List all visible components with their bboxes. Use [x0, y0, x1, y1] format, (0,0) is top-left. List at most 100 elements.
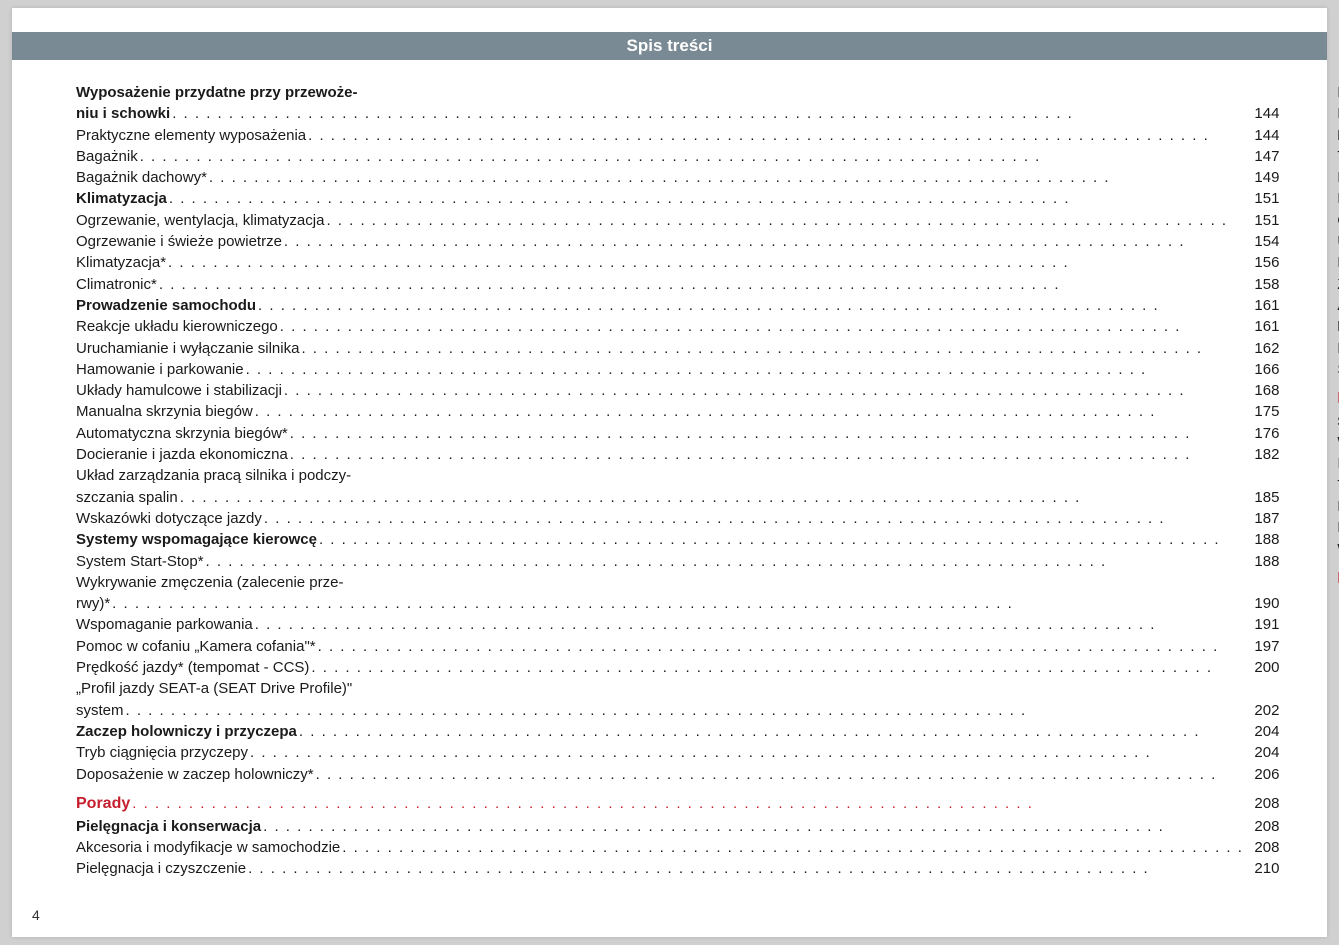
document-page: Spis treści Wyposażenie przydatne przy p…: [12, 8, 1327, 937]
toc-dots: [314, 764, 1246, 785]
toc-entry-label: Akcesoria i modyfikacje w samochodzie: [76, 837, 340, 858]
toc-entry: „Profil jazdy SEAT-a (SEAT Drive Profile…: [76, 678, 1279, 699]
toc-dots: [157, 274, 1246, 295]
toc-entry: Uruchamianie i wyłączanie silnika162: [76, 338, 1279, 359]
toc-dots: [124, 700, 1246, 721]
toc-entry-label: Systemy wspomagające kierowcę: [76, 529, 317, 550]
toc-entry: Reakcje układu kierowniczego 161: [76, 316, 1279, 337]
toc-entry-label: Porady: [76, 793, 130, 816]
toc-entry: niu i schowki 144: [76, 103, 1279, 124]
toc-entry-page: 161: [1245, 295, 1279, 316]
toc-entry-label: Klimatyzacja*: [76, 252, 166, 273]
toc-entry-page: 151: [1245, 210, 1279, 231]
toc-entry-label: Wyposażenie przydatne przy przewoże-: [76, 82, 357, 103]
toc-entry-page: 204: [1245, 742, 1279, 763]
toc-entry-page: 190: [1245, 593, 1279, 614]
toc-entry: Ogrzewanie, wentylacja, klimatyzacja 151: [76, 210, 1279, 231]
toc-dots: [299, 338, 1245, 359]
toc-entry: Bagażnik dachowy*149: [76, 167, 1279, 188]
toc-dots: [244, 359, 1246, 380]
toc-spacer: [76, 785, 1279, 793]
toc-dots: [309, 657, 1245, 678]
toc-entry-label: Hamowanie i parkowanie: [76, 359, 244, 380]
toc-entry-label: Wykrywanie zmęczenia (zalecenie prze-: [76, 572, 343, 593]
toc-entry-page: 202: [1245, 700, 1279, 721]
toc-entry-page: 188: [1245, 551, 1279, 572]
toc-entry-page: 161: [1245, 316, 1279, 337]
toc-entry-label: Klimatyzacja: [76, 188, 167, 209]
toc-entry-label: Automatyczna skrzynia biegów*: [76, 423, 288, 444]
toc-entry-label: rwy)*: [76, 593, 110, 614]
toc-entry: Układy hamulcowe i stabilizacji168: [76, 380, 1279, 401]
toc-entry: Porady 208: [76, 793, 1279, 816]
toc-entry: Prowadzenie samochodu 161: [76, 295, 1279, 316]
page-header: Spis treści: [12, 32, 1327, 60]
toc-entry-label: Pielęgnacja i czyszczenie: [76, 858, 246, 879]
toc-entry-page: 191: [1245, 614, 1279, 635]
toc-dots: [278, 316, 1246, 337]
toc-dots: [261, 816, 1245, 837]
toc-entry-page: 162: [1245, 338, 1279, 359]
toc-entry: Docieranie i jazda ekonomiczna182: [76, 444, 1279, 465]
toc-entry-page: 168: [1245, 380, 1279, 401]
toc-entry-page: 175: [1245, 401, 1279, 422]
toc-dots: [316, 636, 1246, 657]
toc-entry: Pomoc w cofaniu „Kamera cofania"* 197: [76, 636, 1279, 657]
toc-entry: Pielęgnacja i czyszczenie 210: [76, 858, 1279, 879]
toc-entry-label: Climatronic*: [76, 274, 157, 295]
toc-entry-page: 154: [1245, 231, 1279, 252]
toc-dots: [256, 295, 1245, 316]
toc-entry-label: Ogrzewanie, wentylacja, klimatyzacja: [76, 210, 324, 231]
toc-entry-label: Docieranie i jazda ekonomiczna: [76, 444, 288, 465]
toc-entry: Wspomaganie parkowania 191: [76, 614, 1279, 635]
toc-dots: [167, 188, 1246, 209]
toc-entry: Akcesoria i modyfikacje w samochodzie 208: [76, 837, 1279, 858]
toc-dots: [262, 508, 1246, 529]
toc-entry-page: 208: [1245, 837, 1279, 858]
toc-column-left: Wyposażenie przydatne przy przewoże-niu …: [76, 82, 1279, 917]
toc-entry-label: Bagażnik dachowy*: [76, 167, 207, 188]
toc-entry-page: 166: [1245, 359, 1279, 380]
toc-entry: Klimatyzacja*156: [76, 252, 1279, 273]
toc-entry-page: 158: [1245, 274, 1279, 295]
toc-dots: [166, 252, 1245, 273]
toc-entry-page: 151: [1245, 188, 1279, 209]
toc-dots: [204, 551, 1246, 572]
toc-dots: [178, 487, 1246, 508]
toc-entry: Wyposażenie przydatne przy przewoże-: [76, 82, 1279, 103]
toc-dots: [340, 837, 1245, 858]
toc-entry-page: 176: [1245, 423, 1279, 444]
toc-dots: [138, 146, 1246, 167]
toc-entry-label: niu i schowki: [76, 103, 170, 124]
toc-entry-label: Pielęgnacja i konserwacja: [76, 816, 261, 837]
toc-entry: Prędkość jazdy* (tempomat - CCS)200: [76, 657, 1279, 678]
toc-dots: [110, 593, 1245, 614]
toc-entry-label: Wspomaganie parkowania: [76, 614, 253, 635]
toc-entry-label: Bagażnik: [76, 146, 138, 167]
toc-entry-label: Pomoc w cofaniu „Kamera cofania"*: [76, 636, 316, 657]
toc-entry-page: 144: [1245, 103, 1279, 124]
toc-dots: [288, 423, 1246, 444]
toc-entry-page: 210: [1245, 858, 1279, 879]
toc-dots: [207, 167, 1246, 188]
toc-entry-label: Zaczep holowniczy i przyczepa: [76, 721, 297, 742]
toc-entry-label: Manualna skrzynia biegów: [76, 401, 253, 422]
toc-entry: Bagażnik147: [76, 146, 1279, 167]
toc-entry-page: 197: [1245, 636, 1279, 657]
toc-entry: Wskazówki dotyczące jazdy187: [76, 508, 1279, 529]
toc-dots: [130, 793, 1245, 814]
toc-entry-label: „Profil jazdy SEAT-a (SEAT Drive Profile…: [76, 678, 352, 699]
toc-dots: [288, 444, 1246, 465]
toc-entry-label: Wskazówki dotyczące jazdy: [76, 508, 262, 529]
toc-entry-page: 188: [1245, 529, 1279, 550]
toc-entry-label: Reakcje układu kierowniczego: [76, 316, 278, 337]
toc-entry: Climatronic* 158: [76, 274, 1279, 295]
toc-entry-label: Prowadzenie samochodu: [76, 295, 256, 316]
toc-entry: Układ zarządzania pracą silnika i podczy…: [76, 465, 1279, 486]
toc-entry: Praktyczne elementy wyposażenia144: [76, 125, 1279, 146]
toc-entry-page: 208: [1245, 793, 1279, 814]
toc-dots: [306, 125, 1245, 146]
toc-entry-page: 200: [1245, 657, 1279, 678]
toc-entry-page: 208: [1245, 816, 1279, 837]
toc-entry: Manualna skrzynia biegów 175: [76, 401, 1279, 422]
